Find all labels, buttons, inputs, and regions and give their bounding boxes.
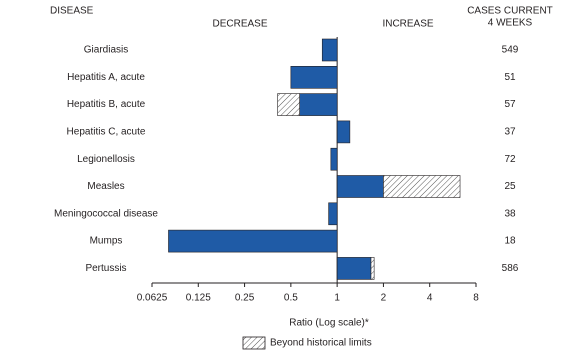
bar [336,257,372,280]
x-tick-label: 0.5 [284,293,298,304]
cases-value: 586 [502,263,519,274]
increase-header: INCREASE [382,19,433,30]
x-tick-label: 0.25 [235,293,255,304]
cases-value: 51 [504,72,516,83]
category-label: Meningococcal disease [54,208,158,219]
cases-value: 18 [504,236,516,247]
category-label: Mumps [90,236,123,247]
cases-value: 38 [504,208,516,219]
x-tick-label: 1 [334,293,340,304]
x-tick-label: 4 [427,293,433,304]
cases-value: 549 [502,45,519,56]
disease-header: DISEASE [50,6,94,17]
cases-header: 4 WEEKS [488,18,533,29]
x-tick-label: 0.125 [186,293,211,304]
cases-value: 72 [504,154,516,165]
bar [299,93,338,116]
legend-swatch [242,336,266,350]
category-label: Hepatitis A, acute [67,72,145,83]
category-label: Pertussis [85,263,126,274]
bar [168,229,338,253]
bar [321,38,338,62]
bar [330,147,338,171]
beyond-limit-bar [277,93,300,116]
bar [290,66,338,89]
bar [336,120,351,144]
category-label: Hepatitis B, acute [67,99,146,110]
cases-value: 25 [504,181,516,192]
category-label: Legionellosis [77,154,135,165]
category-label: Hepatitis C, acute [67,127,146,138]
bar [328,202,338,226]
decrease-header: DECREASE [212,19,267,30]
bar [336,175,384,198]
category-label: Measles [87,181,124,192]
x-tick-label: 2 [381,293,387,304]
x-tick-label: 0.0625 [137,293,168,304]
beyond-limit-bar [370,257,375,280]
x-tick-label: 8 [473,293,479,304]
cases-value: 37 [504,127,516,138]
x-axis-label: Ratio (Log scale)* [289,318,369,329]
legend-label: Beyond historical limits [270,338,372,349]
beyond-limit-bar [383,175,461,198]
category-label: Giardiasis [84,45,128,56]
cases-value: 57 [504,99,516,110]
cases-header: CASES CURRENT [467,6,553,17]
